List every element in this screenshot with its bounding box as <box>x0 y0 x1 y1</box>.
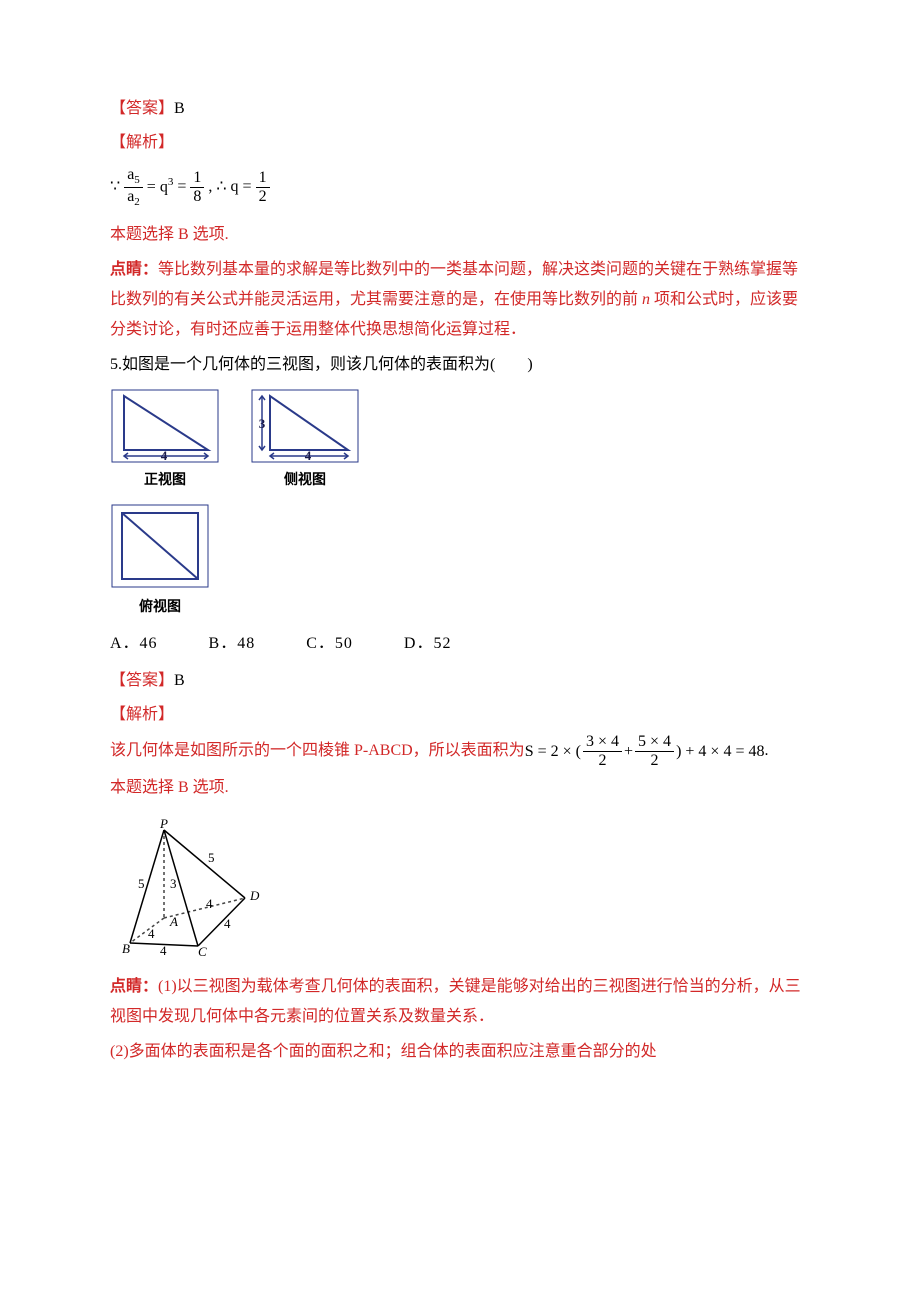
note5-text1: (1)以三视图为载体考查几何体的表面积，关键是能够对给出的三视图进行恰当的分析，… <box>110 978 801 1025</box>
answer4-value: B <box>174 100 185 117</box>
analysis4-math: ∵ a5 a2 = q3 = 1 8 , ∴ q = 1 2 <box>110 167 810 208</box>
front-view-block: 4 正视图 <box>110 388 220 495</box>
views-row-2: 俯视图 <box>110 503 810 622</box>
eq2: = <box>177 172 186 202</box>
svg-text:5: 5 <box>208 850 215 865</box>
svg-text:C: C <box>198 944 207 958</box>
analysis4-label: 【解析】 <box>110 128 810 158</box>
side-dim-h: 3 <box>259 416 266 431</box>
frac1-den: a2 <box>124 188 143 208</box>
side-view-label: 侧视图 <box>284 468 326 495</box>
svg-text:3: 3 <box>170 876 177 891</box>
analysis5-text: 该几何体是如图所示的一个四棱锥 P-ABCD，所以表面积为 S = 2 × ( … <box>110 734 810 769</box>
frac2-den: 8 <box>190 188 204 205</box>
a5-formula: S = 2 × ( 3 × 4 2 + 5 × 4 2 ) + 4 × 4 = … <box>525 734 765 769</box>
pyramid-block: P A B C D 5 5 3 4 4 4 4 <box>110 818 810 958</box>
svg-text:A: A <box>169 914 178 929</box>
note4-block: 点睛：等比数列基本量的求解是等比数列中的一类基本问题，解决这类问题的关键在于熟练… <box>110 255 810 346</box>
analysis5-label: 【解析】 <box>110 700 810 730</box>
top-view-label: 俯视图 <box>139 595 181 622</box>
front-dim: 4 <box>161 448 168 463</box>
q5-stem: 5.如图是一个几何体的三视图，则该几何体的表面积为( ) <box>110 350 810 380</box>
answer4-label: 【答案】 <box>110 100 174 117</box>
frac3-den: 2 <box>256 188 270 205</box>
frac1-num: a5 <box>124 167 143 188</box>
frac-a5-a2: a5 a2 <box>124 167 143 208</box>
views-row-1: 4 正视图 3 4 侧视图 <box>110 388 810 495</box>
side-view-block: 3 4 侧视图 <box>250 388 360 495</box>
svg-text:5: 5 <box>138 876 145 891</box>
front-view-label: 正视图 <box>144 468 186 495</box>
svg-text:P: P <box>159 818 168 831</box>
svg-text:B: B <box>122 941 130 956</box>
q5-options: A．46 B．48 C．50 D．52 <box>110 629 810 659</box>
frac2-num: 1 <box>190 170 204 188</box>
note5-line1: 点睛：(1)以三视图为载体考查几何体的表面积，关键是能够对给出的三视图进行恰当的… <box>110 972 810 1033</box>
note5-line2: (2)多面体的表面积是各个面的面积之和；组合体的表面积应注意重合部分的处 <box>110 1037 810 1067</box>
svg-text:4: 4 <box>224 916 231 931</box>
side-view-svg: 3 4 <box>250 388 360 466</box>
math-because: ∵ <box>110 172 120 202</box>
select4-text: 本题选择 B 选项. <box>110 220 810 250</box>
a5-pre: 该几何体是如图所示的一个四棱锥 P-ABCD，所以表面积为 <box>110 743 525 760</box>
frac3-num: 1 <box>256 170 270 188</box>
frac-1-8: 1 8 <box>190 170 204 205</box>
note4-n: n <box>642 291 650 308</box>
a5-frac1: 3 × 4 2 <box>583 734 622 769</box>
top-view-svg <box>110 503 210 593</box>
answer5-label: 【答案】 <box>110 672 174 689</box>
pyramid-svg: P A B C D 5 5 3 4 4 4 4 <box>110 818 280 958</box>
answer4-line: 【答案】B <box>110 94 810 124</box>
frac-1-2: 1 2 <box>256 170 270 205</box>
note4-label: 点睛： <box>110 261 158 278</box>
top-view-block: 俯视图 <box>110 503 210 622</box>
side-dim-w: 4 <box>305 448 312 463</box>
svg-text:D: D <box>249 888 260 903</box>
note5-label: 点睛： <box>110 978 158 995</box>
therefore-q: , ∴ q = <box>208 172 251 202</box>
svg-text:4: 4 <box>160 943 167 958</box>
svg-text:4: 4 <box>148 926 155 941</box>
svg-text:4: 4 <box>206 896 213 911</box>
a5-period: . <box>764 743 768 760</box>
answer5-line: 【答案】B <box>110 666 810 696</box>
answer5-value: B <box>174 672 185 689</box>
select5-text: 本题选择 B 选项. <box>110 773 810 803</box>
eq-q3: = q3 <box>147 172 174 203</box>
front-view-svg: 4 <box>110 388 220 466</box>
a5-frac2: 5 × 4 2 <box>635 734 674 769</box>
